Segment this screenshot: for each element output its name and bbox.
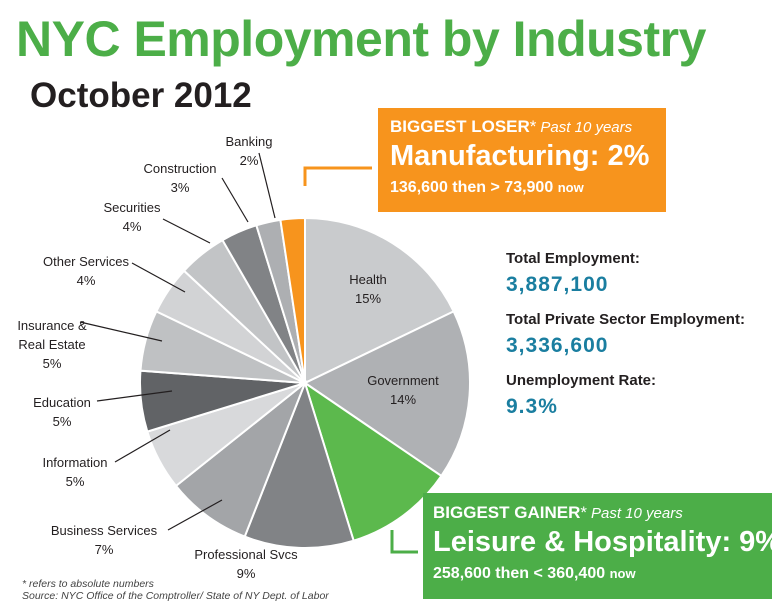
slice-label-business-services: Business Services 7% xyxy=(51,523,158,557)
unemployment-rate-value: 9.3% xyxy=(506,395,558,418)
pie-slice-manufacturing xyxy=(279,216,306,384)
loser-detail-then: 136,600 then > 73,900 xyxy=(390,179,554,196)
leader-line-information xyxy=(114,429,171,463)
biggest-loser-box: BIGGEST LOSER* Past 10 years Manufacturin… xyxy=(378,108,666,212)
pie-slice-leisure-hospitality xyxy=(303,380,443,542)
loser-detail: 136,600 then > 73,900 now xyxy=(390,179,654,197)
slice-label-insurance-real-estate: Insurance & Real Estate 5% xyxy=(17,318,87,371)
total-employment-label: Total Employment: xyxy=(506,250,640,267)
leader-line-banking xyxy=(258,152,276,219)
footnote: * refers to absolute numbers Source: NYC… xyxy=(22,578,329,602)
gainer-connector xyxy=(390,530,418,554)
chart-subtitle: October 2012 xyxy=(30,76,252,115)
slice-label-securities: Securities 4% xyxy=(103,200,161,234)
loser-star: * xyxy=(529,117,537,136)
slice-label-banking: Banking 2% xyxy=(226,134,273,168)
slice-label-information: Information 5% xyxy=(42,455,107,489)
slice-label-health: Health 15% xyxy=(349,272,387,306)
leader-line-securities xyxy=(162,218,211,244)
footnote-asterisk: * refers to absolute numbers xyxy=(22,578,154,590)
slice-label-education: Education 5% xyxy=(33,395,91,429)
leader-line-other-services xyxy=(131,262,186,293)
slice-label-other-services: Other Services 4% xyxy=(43,254,129,288)
biggest-gainer-box: BIGGEST GAINER* Past 10 years Leisure & H… xyxy=(423,493,779,599)
loser-connector xyxy=(303,166,372,186)
slice-label-professional-svcs: Professional Svcs 9% xyxy=(194,547,298,581)
gainer-detail: 258,600 then < 360,400 now xyxy=(433,565,762,583)
private-sector-value: 3,336,600 xyxy=(506,334,609,357)
gainer-note: Past 10 years xyxy=(590,505,683,522)
gainer-heading: BIGGEST GAINER* Past 10 years xyxy=(433,503,762,523)
gainer-detail-now: now xyxy=(609,566,636,581)
chart-title: NYC Employment by Industry xyxy=(16,11,706,67)
private-sector-label: Total Private Sector Employment: xyxy=(506,311,745,328)
loser-detail-now: now xyxy=(557,180,584,195)
pie-slice-business-services xyxy=(174,379,308,538)
unemployment-rate-label: Unemployment Rate: xyxy=(506,372,657,389)
pie-slice-professional-svcs xyxy=(243,379,355,549)
total-employment-value: 3,887,100 xyxy=(506,273,609,296)
loser-heading: BIGGEST LOSER* Past 10 years xyxy=(390,117,654,137)
gainer-headline: Leisure & Hospitality: 9% xyxy=(433,526,779,558)
loser-note: Past 10 years xyxy=(540,119,633,136)
leader-line-construction xyxy=(221,177,249,223)
leader-line-business-services xyxy=(167,499,223,531)
pie-slice-health xyxy=(304,216,455,385)
employment-stats: Total Employment: 3,887,100 Total Privat… xyxy=(506,250,745,433)
gainer-detail-then: 258,600 then < 360,400 xyxy=(433,565,606,582)
leader-line-education xyxy=(96,390,173,402)
gainer-star: * xyxy=(580,503,587,522)
leader-line-insurance-real-estate xyxy=(79,321,163,342)
loser-heading-text: BIGGEST LOSER xyxy=(390,117,530,136)
slice-label-construction: Construction 3% xyxy=(144,161,217,195)
pie-slice-government xyxy=(303,310,471,478)
footnote-source: Source: NYC Office of the Comptroller/ S… xyxy=(22,590,329,602)
loser-headline: Manufacturing: 2% xyxy=(390,140,650,172)
slice-label-government: Government 14% xyxy=(367,373,439,407)
gainer-heading-text: BIGGEST GAINER xyxy=(433,503,581,522)
